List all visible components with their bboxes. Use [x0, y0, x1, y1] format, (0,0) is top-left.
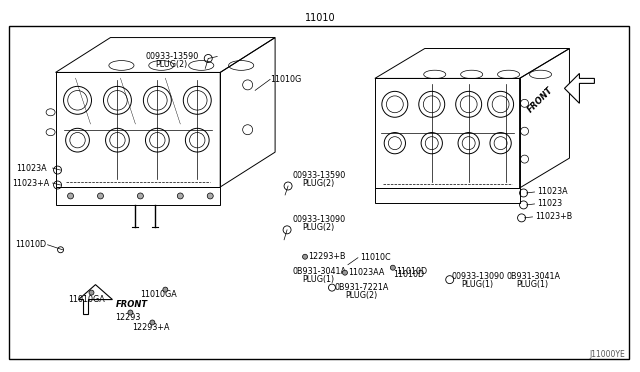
Text: 11010: 11010 [305, 13, 335, 23]
Text: FRONT: FRONT [115, 300, 148, 309]
Text: 11023: 11023 [538, 199, 563, 208]
Text: FRONT: FRONT [525, 86, 554, 115]
Text: 11010G: 11010G [270, 75, 301, 84]
Text: PLUG(1): PLUG(1) [516, 280, 548, 289]
Text: PLUG(2): PLUG(2) [345, 291, 377, 300]
Text: 11010D: 11010D [393, 270, 424, 279]
Circle shape [163, 287, 168, 292]
Text: 11023A: 11023A [15, 164, 46, 173]
Circle shape [128, 310, 133, 315]
Text: 00933-13590: 00933-13590 [292, 170, 346, 180]
Text: 00933-13590: 00933-13590 [145, 52, 198, 61]
Text: 12293+B: 12293+B [308, 252, 346, 261]
Circle shape [68, 193, 74, 199]
Text: 0B931-3041A: 0B931-3041A [507, 272, 561, 281]
Text: 11010GA: 11010GA [140, 290, 177, 299]
Polygon shape [564, 73, 595, 103]
Circle shape [89, 290, 94, 295]
Text: 11010C: 11010C [360, 253, 390, 262]
Text: 11010GA: 11010GA [68, 295, 106, 304]
Text: 11010D: 11010D [15, 240, 46, 249]
Text: 00933-13090: 00933-13090 [292, 215, 345, 224]
Text: 12293+A: 12293+A [132, 323, 170, 332]
Text: PLUG(2): PLUG(2) [302, 223, 334, 232]
Text: PLUG(1): PLUG(1) [461, 280, 494, 289]
Circle shape [303, 254, 308, 259]
Circle shape [150, 320, 155, 325]
Text: PLUG(2): PLUG(2) [302, 179, 334, 187]
Text: 11023AA: 11023AA [348, 268, 384, 277]
Circle shape [97, 193, 104, 199]
Text: PLUG(2): PLUG(2) [156, 60, 188, 69]
Text: 11023A: 11023A [538, 187, 568, 196]
Circle shape [342, 270, 348, 275]
Text: 0B931-3041A: 0B931-3041A [292, 267, 346, 276]
Text: 11010D: 11010D [396, 267, 427, 276]
Text: J11000YE: J11000YE [589, 350, 625, 359]
Text: PLUG(1): PLUG(1) [302, 275, 334, 284]
Polygon shape [79, 285, 113, 314]
Text: 00933-13090: 00933-13090 [452, 272, 505, 281]
Text: 11023+B: 11023+B [536, 212, 573, 221]
Circle shape [207, 193, 213, 199]
Text: 0B931-7221A: 0B931-7221A [335, 283, 389, 292]
Text: 12293: 12293 [115, 313, 141, 322]
Text: 11023+A: 11023+A [12, 179, 49, 187]
Circle shape [177, 193, 183, 199]
Circle shape [138, 193, 143, 199]
Circle shape [390, 265, 396, 270]
